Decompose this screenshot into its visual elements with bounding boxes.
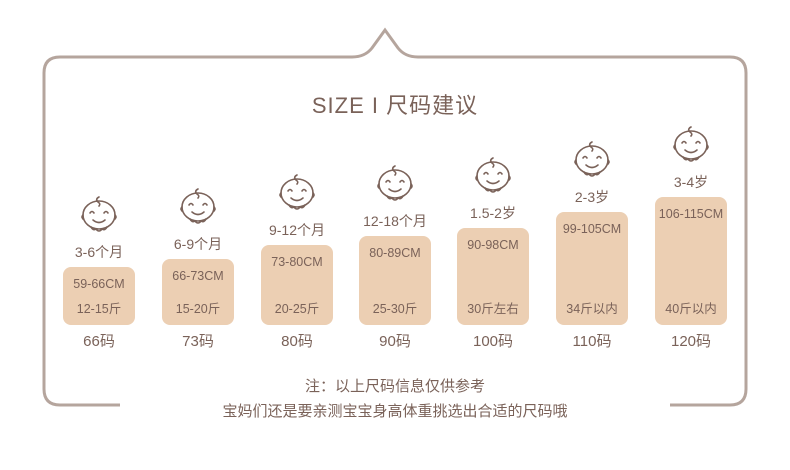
age-label: 3-6个月 <box>74 244 124 260</box>
measure-box: 90-98CM 30斤左右 <box>457 228 529 325</box>
measure-box: 99-105CM 34斤以内 <box>556 212 628 325</box>
height-range: 90-98CM <box>467 238 519 252</box>
age-label: 1.5-2岁 <box>470 205 516 221</box>
page-title: SIZE I 尺码建议 <box>311 93 479 118</box>
measure-box: 59-66CM 12-15斤 <box>63 267 135 325</box>
size-label: 80码 <box>281 333 313 350</box>
weight-range: 30斤左右 <box>467 302 519 316</box>
measure-box: 106-115CM 40斤以内 <box>655 197 727 325</box>
height-range: 106-115CM <box>658 207 724 221</box>
weight-range: 34斤以内 <box>566 302 618 316</box>
height-range: 99-105CM <box>562 222 622 236</box>
height-range: 73-80CM <box>271 255 323 269</box>
measure-box: 80-89CM 25-30斤 <box>359 236 431 325</box>
weight-range: 20-25斤 <box>274 302 320 316</box>
height-range: 59-66CM <box>73 277 125 291</box>
measure-box: 66-73CM 15-20斤 <box>162 259 234 325</box>
baby-face-icon <box>79 193 119 237</box>
weight-range: 15-20斤 <box>175 302 221 316</box>
note-line-2: 宝妈们还是要亲测宝宝身高体重挑选出合适的尺码哦 <box>222 403 568 420</box>
size-label: 120码 <box>670 333 712 350</box>
baby-face-icon <box>375 162 415 206</box>
baby-face-icon <box>572 138 612 182</box>
measure-box: 73-80CM 20-25斤 <box>261 245 333 325</box>
size-label: 110码 <box>572 333 612 350</box>
size-label: 66码 <box>83 333 115 350</box>
size-label: 73码 <box>182 333 214 350</box>
note-line-1: 注：以上尺码信息仅供参考 <box>304 378 485 395</box>
height-range: 80-89CM <box>369 246 421 260</box>
age-label: 2-3岁 <box>574 189 610 205</box>
age-label: 3-4岁 <box>673 174 709 190</box>
weight-range: 25-30斤 <box>372 302 418 316</box>
weight-range: 12-15斤 <box>76 302 122 316</box>
baby-face-icon <box>178 185 218 229</box>
baby-face-icon <box>473 154 513 198</box>
height-range: 66-73CM <box>172 269 224 283</box>
size-label: 90码 <box>379 333 411 350</box>
age-label: 12-18个月 <box>363 213 427 229</box>
weight-range: 40斤以内 <box>665 302 717 316</box>
age-label: 9-12个月 <box>268 222 326 238</box>
age-label: 6-9个月 <box>173 236 223 252</box>
baby-face-icon <box>671 123 711 167</box>
size-label: 100码 <box>472 333 514 350</box>
baby-face-icon <box>277 171 317 215</box>
